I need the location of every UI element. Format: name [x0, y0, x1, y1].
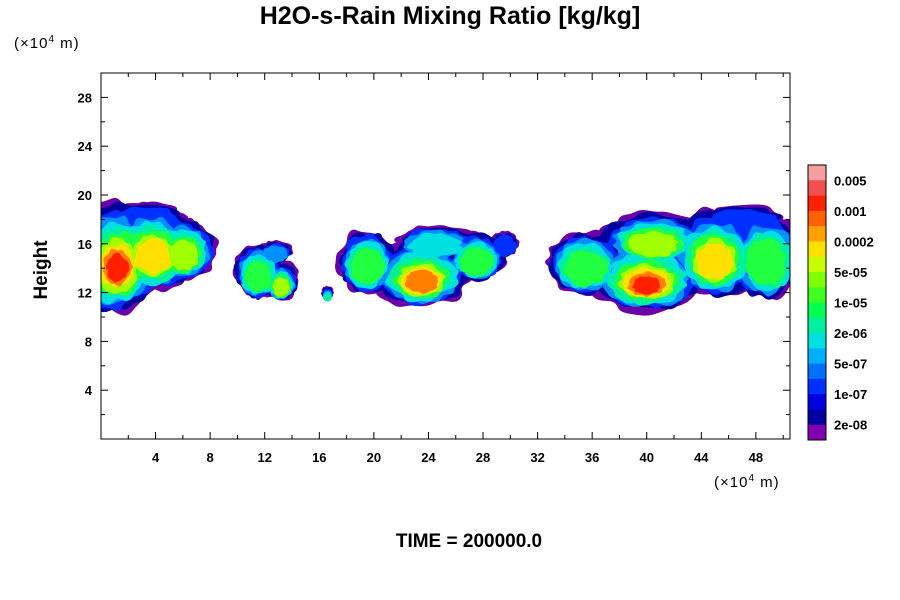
colorbar-swatch — [808, 271, 826, 288]
cloud-right-green — [563, 250, 609, 287]
x-tick-label: 8 — [207, 450, 214, 465]
colorbar-label: 2e-06 — [834, 326, 867, 341]
cloud-small-1-yellow_green — [272, 277, 291, 297]
cloud-small-2-teal — [323, 293, 332, 302]
x-axis-unit: (×104 m) — [714, 473, 780, 491]
y-tick-label: 12 — [78, 286, 92, 301]
colorbar-swatch — [808, 287, 826, 303]
colorbar-swatch — [808, 241, 826, 258]
y-tick-label: 20 — [78, 188, 92, 203]
colorbar-swatch — [808, 409, 826, 426]
time-label: TIME = 200000.0 — [395, 531, 543, 552]
y-tick-label: 4 — [85, 383, 93, 398]
cloud-right-yellow — [696, 243, 734, 280]
cloud-middle-orange — [404, 269, 439, 295]
cloud-small-1-light_blue — [262, 245, 288, 264]
rain-field — [101, 197, 790, 316]
cloud-middle-green — [459, 246, 494, 276]
cloud-middle-cyan — [407, 232, 464, 259]
y-tick-label: 24 — [78, 139, 93, 154]
cloud-left-red — [105, 252, 130, 283]
x-tick-label: 12 — [257, 450, 271, 465]
colorbar-swatch — [808, 317, 826, 334]
cloud-left-yellow_green — [166, 239, 199, 271]
colorbar-swatch — [808, 226, 826, 242]
colorbar-frame — [807, 164, 827, 441]
colorbar-label: 1e-05 — [834, 296, 867, 311]
y-tick-label: 28 — [78, 90, 92, 105]
cloud-right-red — [632, 276, 661, 295]
cloud-left-yellow — [133, 238, 171, 276]
colorbar-label: 0.005 — [834, 173, 867, 188]
x-tick-label: 28 — [476, 450, 490, 465]
colorbar-swatch — [808, 256, 826, 273]
x-tick-label: 32 — [530, 450, 544, 465]
colorbar-swatch — [808, 210, 826, 227]
y-tick-label: 8 — [85, 334, 92, 349]
x-tick-label: 44 — [694, 450, 709, 465]
x-tick-label: 40 — [640, 450, 654, 465]
colorbar-swatch — [808, 394, 826, 410]
x-tick-label: 24 — [421, 450, 436, 465]
y-tick-label: 16 — [78, 237, 92, 252]
chart-title: H2O-s-Rain Mixing Ratio [kg/kg] — [259, 2, 641, 30]
cloud-small-1-green — [244, 261, 272, 294]
colorbar-swatch — [808, 180, 826, 197]
colorbar-swatch — [808, 333, 826, 349]
cloud-middle-green — [350, 247, 386, 285]
cloud-right-green — [745, 237, 787, 286]
cloud-right-yellow_green — [628, 230, 679, 258]
colorbar-swatch — [808, 378, 826, 395]
colorbar-label: 5e-07 — [834, 357, 867, 372]
x-tick-label: 48 — [749, 450, 763, 465]
x-tick-label: 4 — [152, 450, 160, 465]
cloud-middle-blue — [492, 234, 518, 258]
colorbar-label: 2e-08 — [834, 418, 867, 433]
colorbar-swatch — [808, 424, 826, 441]
colorbar: 0.005 0.001 0.0002 5e-05 1e-05 2e-06 5e-07 1e-0… — [807, 164, 874, 441]
colorbar-swatch — [808, 348, 826, 365]
x-tick-label: 36 — [585, 450, 599, 465]
colorbar-swatch — [808, 165, 826, 181]
colorbar-swatch — [808, 363, 826, 380]
x-tick-label: 16 — [312, 450, 326, 465]
colorbar-label: 1e-07 — [834, 387, 867, 402]
colorbar-label: 0.001 — [834, 204, 867, 219]
colorbar-label: 5e-05 — [834, 265, 867, 280]
y-axis-unit: (×104 m) — [14, 34, 80, 52]
plot-frame — [100, 72, 791, 440]
colorbar-swatch — [808, 195, 826, 212]
x-tick-label: 20 — [367, 450, 381, 465]
colorbar-label: 0.0002 — [834, 234, 874, 249]
colorbar-swatch — [808, 302, 826, 319]
